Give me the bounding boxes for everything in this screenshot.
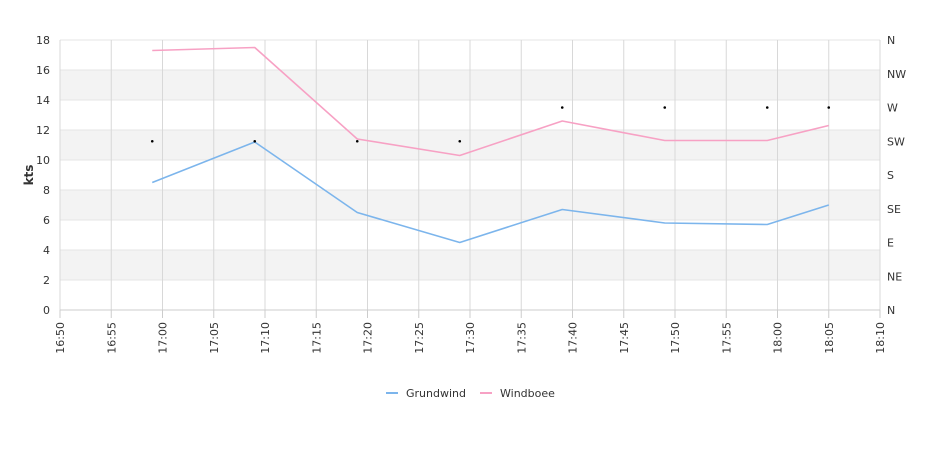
direction-point [663, 106, 667, 109]
direction-point [253, 139, 257, 143]
x-tick-label: 17:05 [208, 322, 221, 354]
series-lines [151, 46, 829, 244]
x-tick-label: 17:35 [515, 322, 528, 354]
x-axis-ticks: 16:50 16:55 17:00 17:05 17:10 17:15 17:20 17:25… [54, 310, 887, 354]
x-tick-label: 17:45 [618, 322, 631, 354]
direction-tick-label: NW [887, 68, 906, 81]
x-tick-label: 17:00 [157, 322, 170, 354]
direction-markers [150, 106, 831, 143]
y-tick-label: 18 [36, 34, 50, 47]
direction-tick-label: N [887, 34, 895, 47]
x-tick-label: 18:00 [772, 322, 785, 354]
y-tick-label: 10 [36, 154, 50, 167]
legend-label: Windboee [500, 387, 555, 400]
x-tick-label: 17:25 [413, 322, 426, 354]
y-tick-label: 14 [36, 94, 50, 107]
direction-point [827, 106, 831, 109]
x-tick-label: 17:40 [567, 322, 580, 354]
direction-point [765, 106, 769, 109]
direction-tick-label: W [887, 102, 898, 115]
x-tick-label: 18:10 [874, 322, 887, 354]
x-tick-label: 17:15 [310, 322, 323, 354]
direction-tick-label: SW [887, 135, 905, 148]
series-line-windboee [152, 46, 829, 157]
y-axis-label: kts [22, 165, 36, 186]
direction-tick-label: SE [887, 203, 901, 216]
series-line-grundwind [151, 141, 829, 244]
legend-item-grundwind[interactable]: Grundwind [386, 387, 466, 400]
x-tick-label: 16:50 [54, 322, 67, 354]
legend-item-windboee[interactable]: Windboee [480, 387, 555, 400]
y-tick-label: 16 [36, 64, 50, 77]
y-tick-label: 2 [43, 274, 50, 287]
x-tick-label: 17:55 [720, 322, 733, 354]
x-tick-label: 16:55 [105, 322, 118, 354]
direction-point [458, 139, 462, 143]
x-tick-label: 18:05 [823, 322, 836, 354]
direction-tick-label: NE [887, 270, 902, 283]
direction-axis-ticks: N NE E SE S SW W NW N [887, 34, 906, 317]
direction-point [150, 139, 154, 143]
y-tick-label: 6 [43, 214, 50, 227]
legend-label: Grundwind [406, 387, 466, 400]
y-tick-label: 12 [36, 124, 50, 137]
legend[interactable]: Grundwind Windboee [386, 387, 555, 400]
x-tick-label: 17:30 [464, 322, 477, 354]
y-tick-label: 0 [43, 304, 50, 317]
y-tick-label: 4 [43, 244, 50, 257]
direction-tick-label: N [887, 304, 895, 317]
y-axis-ticks: 0 2 4 6 8 10 12 14 16 18 [36, 34, 50, 317]
x-tick-label: 17:20 [362, 322, 375, 354]
direction-point [560, 106, 564, 109]
direction-tick-label: E [887, 237, 894, 250]
y-tick-label: 8 [43, 184, 50, 197]
direction-point [355, 139, 359, 143]
x-tick-label: 17:50 [669, 322, 682, 354]
x-tick-label: 17:10 [259, 322, 272, 354]
direction-tick-label: S [887, 169, 894, 182]
